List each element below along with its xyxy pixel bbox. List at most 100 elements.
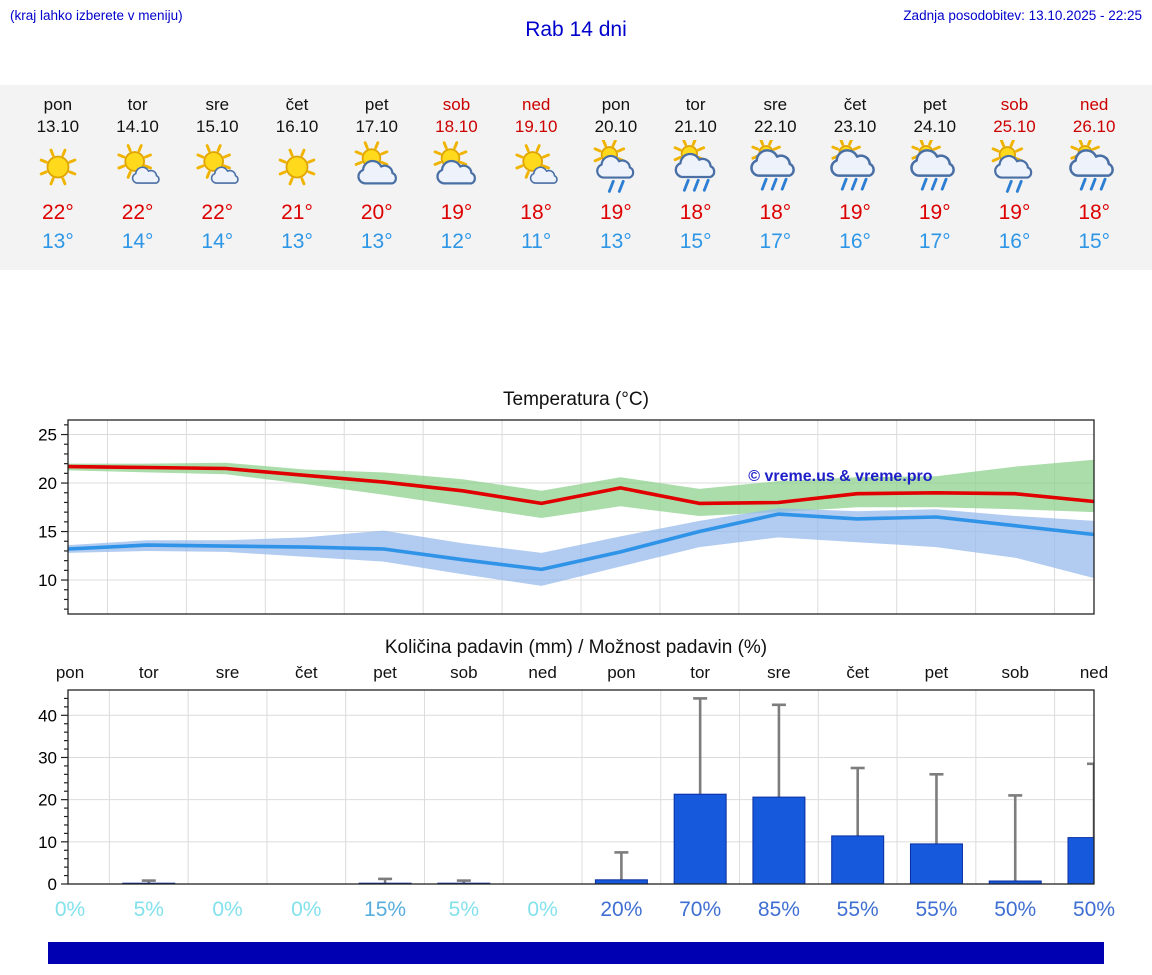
precip-day-label: sre xyxy=(216,663,240,682)
sun-cloud-rain2-icon xyxy=(673,140,715,192)
low-temp: 16° xyxy=(998,230,1031,253)
precip-day-label: ned xyxy=(528,663,556,682)
precip-probability: 55% xyxy=(915,898,957,921)
forecast-day-19.10[interactable]: ned 19.10 18° 11° xyxy=(496,85,576,270)
high-temp: 18° xyxy=(679,201,712,224)
precip-bar xyxy=(673,793,727,884)
forecast-day-15.10[interactable]: sre 15.10 22° 14° xyxy=(177,85,257,270)
forecast-day-23.10[interactable]: čet 23.10 19° 16° xyxy=(815,85,895,270)
precip-probability: 15% xyxy=(364,898,406,921)
spacer xyxy=(0,626,1152,634)
day-icon-slot xyxy=(257,138,337,196)
high-temp: 22° xyxy=(121,201,154,224)
forecast-day-26.10[interactable]: ned 26.10 18° 15° xyxy=(1054,85,1134,270)
high-temp: 19° xyxy=(839,201,871,224)
precip-probability: 0% xyxy=(55,898,85,921)
day-name: tor xyxy=(127,95,148,114)
day-date: 26.10 xyxy=(1072,117,1116,136)
forecast-day-20.10[interactable]: pon 20.10 19° 13° xyxy=(576,85,656,270)
precip-day-label: tor xyxy=(690,663,710,682)
forecast-day-17.10[interactable]: pet 17.10 20° 13° xyxy=(337,85,417,270)
temp-band xyxy=(68,459,1094,518)
day-name: čet xyxy=(843,95,867,114)
spacer xyxy=(0,270,1152,386)
cloud-rain2-icon xyxy=(750,140,796,191)
day-date: 25.10 xyxy=(993,117,1036,136)
low-temp: 13° xyxy=(281,230,313,253)
high-temp: 19° xyxy=(440,201,473,224)
precip-bar xyxy=(594,879,648,884)
low-temp: 17° xyxy=(759,230,792,253)
day-date: 22.10 xyxy=(754,117,797,136)
day-date: 24.10 xyxy=(913,117,957,136)
day-name: pon xyxy=(601,95,631,114)
low-temp: 14° xyxy=(201,230,234,253)
forecast-day-21.10[interactable]: tor 21.10 18° 15° xyxy=(656,85,736,270)
temp-band xyxy=(68,508,1094,586)
precip-probability: 55% xyxy=(837,898,879,921)
precipitation-chart-title: Količina padavin (mm) / Možnost padavin … xyxy=(384,637,768,658)
low-temp: 13° xyxy=(360,230,393,253)
day-icon-slot xyxy=(735,138,815,196)
high-temp: 18° xyxy=(1078,201,1111,224)
cloud-rain2-icon xyxy=(910,140,955,191)
low-temp: 15° xyxy=(1078,230,1111,253)
day-icon-slot xyxy=(975,138,1055,196)
sun-icon xyxy=(278,148,316,186)
day-date: 20.10 xyxy=(594,117,638,136)
forecast-day-24.10[interactable]: pet 24.10 19° 17° xyxy=(895,85,975,270)
forecast-day-16.10[interactable]: čet 16.10 21° 13° xyxy=(257,85,337,270)
precip-day-label: pon xyxy=(607,663,635,682)
day-name: ned xyxy=(1080,95,1109,114)
sun-icon xyxy=(39,148,77,186)
temperature-chart-title: Temperatura (°C) xyxy=(503,389,649,410)
day-date: 15.10 xyxy=(196,117,239,136)
precip-probability: 50% xyxy=(1073,898,1115,921)
forecast-day-18.10[interactable]: sob 18.10 19° 12° xyxy=(417,85,497,270)
footer-bar xyxy=(48,942,1104,964)
day-icon-slot xyxy=(656,138,736,196)
sun-cloud-icon xyxy=(354,141,397,185)
precipitation-chart: 0 10 20 30 40 pon tor sre čet pet sob ned pon tor sre č… xyxy=(0,662,1152,930)
low-temp: 14° xyxy=(121,230,154,253)
svg-text:20: 20 xyxy=(38,474,57,493)
low-temp: 13° xyxy=(41,230,74,253)
precip-bars-group xyxy=(122,697,1094,884)
cloud-rain2-icon xyxy=(830,140,875,191)
precip-probability: 5% xyxy=(449,898,479,921)
forecast-day-22.10[interactable]: sre 22.10 18° 17° xyxy=(735,85,815,270)
day-icon-slot xyxy=(337,138,417,196)
menu-hint: (kraj lahko izberete v meniju) xyxy=(10,8,183,23)
svg-text:0: 0 xyxy=(48,875,57,894)
precip-day-label: tor xyxy=(139,663,159,682)
precip-probability: 50% xyxy=(994,898,1036,921)
high-temp: 19° xyxy=(998,201,1031,224)
forecast-day-13.10[interactable]: pon 13.10 22° 13° xyxy=(18,85,98,270)
day-name: sre xyxy=(205,95,230,114)
sun-small-cloud-icon xyxy=(515,144,558,184)
page-title: Rab 14 dni xyxy=(525,18,627,41)
day-icon-slot xyxy=(815,138,895,196)
low-temp: 17° xyxy=(918,230,951,253)
day-icon-slot xyxy=(895,138,975,196)
precip-day-label: sob xyxy=(450,663,477,682)
low-temp: 13° xyxy=(600,230,632,253)
day-name: tor xyxy=(685,95,706,114)
forecast-day-25.10[interactable]: sob 25.10 19° 16° xyxy=(975,85,1055,270)
cloud-rain2-icon xyxy=(1069,140,1115,191)
day-date: 17.10 xyxy=(355,117,398,136)
svg-text:40: 40 xyxy=(38,706,57,725)
last-update: Zadnja posodobitev: 13.10.2025 - 22:25 xyxy=(903,8,1142,23)
day-date: 23.10 xyxy=(833,117,877,136)
high-temp: 22° xyxy=(201,201,234,224)
forecast-day-14.10[interactable]: tor 14.10 22° 14° xyxy=(98,85,178,270)
day-icon-slot xyxy=(18,138,98,196)
svg-text:10: 10 xyxy=(38,833,57,852)
sun-cloud-rain-icon xyxy=(593,140,635,193)
watermark: © vreme.us & vreme.pro xyxy=(748,468,933,485)
precip-bar xyxy=(909,843,963,884)
precip-probability: 5% xyxy=(134,898,164,921)
high-temp: 22° xyxy=(41,201,74,224)
precip-probability: 70% xyxy=(679,898,721,921)
sun-small-cloud-icon xyxy=(196,144,239,184)
